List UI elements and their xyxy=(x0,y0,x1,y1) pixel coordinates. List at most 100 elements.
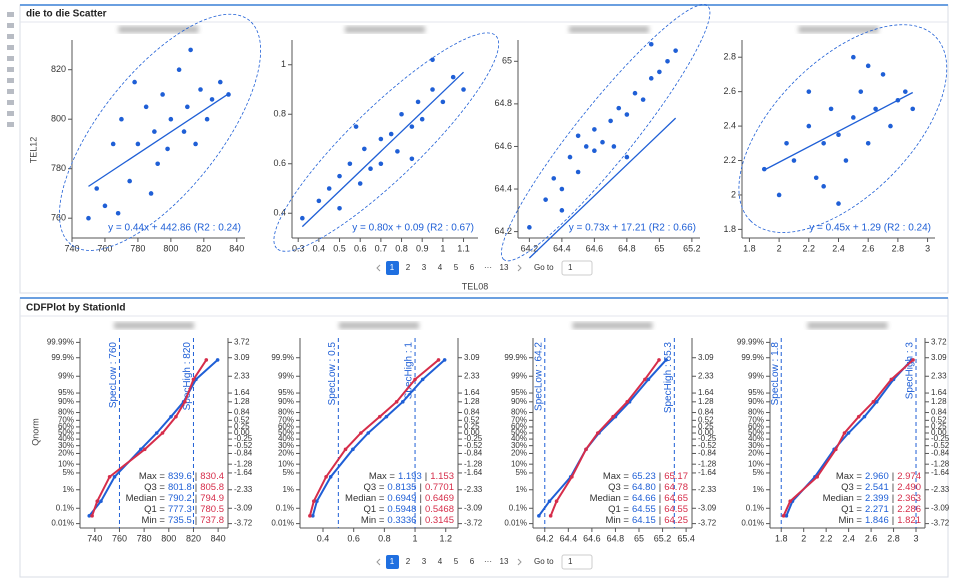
page-button[interactable]: ··· xyxy=(484,557,492,566)
icon[interactable] xyxy=(7,100,14,105)
point xyxy=(388,131,394,137)
x-tick-label: 1 xyxy=(413,533,418,543)
prev-button[interactable] xyxy=(376,558,381,566)
page-button[interactable]: ··· xyxy=(484,263,492,272)
stat-separator: | xyxy=(419,482,421,493)
subtitle-blurred xyxy=(345,26,425,33)
point xyxy=(851,54,856,60)
stat-row: Min = 1.846 | 1.821 xyxy=(838,515,921,526)
page-button[interactable]: 13 xyxy=(500,263,509,272)
icon[interactable] xyxy=(7,89,14,94)
cdf-point xyxy=(570,475,574,479)
page-active[interactable] xyxy=(386,555,399,569)
page-button[interactable]: 1 xyxy=(390,557,395,566)
cdf-point xyxy=(215,358,220,362)
cdf-point xyxy=(359,431,363,435)
page-button[interactable]: 13 xyxy=(500,557,509,566)
icon[interactable] xyxy=(7,78,14,83)
x-tick-label: 0.7 xyxy=(375,243,388,253)
point xyxy=(155,161,160,167)
cdf-point xyxy=(436,358,441,362)
next-button[interactable] xyxy=(517,558,522,566)
stat-value: 790.2 xyxy=(168,493,192,504)
cdf-point xyxy=(442,358,447,362)
icon[interactable] xyxy=(7,67,14,72)
y2-tick-label: -0.52 xyxy=(698,441,717,450)
icon[interactable] xyxy=(7,56,14,61)
y2-tick-label: 3.09 xyxy=(931,353,947,362)
point xyxy=(828,106,834,112)
page-button[interactable]: 4 xyxy=(438,557,443,566)
x-tick-label: 2.2 xyxy=(820,533,833,543)
y-tick-label: 99.9% xyxy=(271,353,294,362)
point xyxy=(198,87,203,92)
point xyxy=(624,112,630,117)
y2-tick-label: 1.64 xyxy=(234,388,250,397)
cdf-chart: 740 760 780 800 820 840 0.01% 0.1% 1% 5%10%20%30%… xyxy=(47,322,253,543)
y-tick-label: 0.8 xyxy=(273,109,286,119)
stat-value: 64.55 xyxy=(632,504,656,515)
goto-input[interactable] xyxy=(561,260,593,276)
y-tick-label: 760 xyxy=(51,213,66,223)
x-tick-label: 65 xyxy=(654,243,664,253)
point xyxy=(761,166,767,172)
stat-separator: | xyxy=(425,471,427,482)
y-tick-label: 50% xyxy=(58,428,74,437)
icon[interactable] xyxy=(7,23,14,28)
cdf-point xyxy=(815,475,819,479)
page-button[interactable]: 2 xyxy=(406,557,411,566)
icon[interactable] xyxy=(7,111,14,116)
cdf-point xyxy=(548,514,553,518)
page-button[interactable]: 1 xyxy=(390,263,395,272)
y2-tick-label: 0.25 xyxy=(931,422,947,431)
icon[interactable] xyxy=(7,45,14,50)
page-button[interactable]: 3 xyxy=(422,557,427,566)
icon[interactable] xyxy=(7,12,14,17)
stat-separator: | xyxy=(659,504,661,515)
page-button[interactable]: 6 xyxy=(470,557,475,566)
cdf-point xyxy=(107,475,112,479)
y-tick-label: 90% xyxy=(511,397,527,406)
goto-input[interactable] xyxy=(561,554,593,570)
goto-value[interactable]: 1 xyxy=(568,557,573,566)
stat-value: 2.363 xyxy=(897,493,921,504)
page-button[interactable]: 5 xyxy=(454,557,459,566)
next-button[interactable] xyxy=(517,264,522,272)
y-tick-label: 0.6 xyxy=(273,158,286,168)
point xyxy=(608,118,613,124)
page-active[interactable] xyxy=(386,261,399,275)
y2-tick-label: -1.28 xyxy=(234,459,253,468)
cdf-point xyxy=(394,400,399,404)
page-button[interactable]: 6 xyxy=(470,263,475,272)
page-button[interactable]: 2 xyxy=(406,263,411,272)
y-tick-label: 2.2 xyxy=(723,155,736,165)
goto-value[interactable]: 1 xyxy=(568,263,573,272)
x-tick-label: 2 xyxy=(777,243,782,253)
point xyxy=(337,206,342,211)
cdf-point xyxy=(554,499,559,504)
stat-value: 64.15 xyxy=(632,515,656,526)
icon[interactable] xyxy=(7,122,14,127)
page-button[interactable]: 4 xyxy=(438,263,443,272)
stat-row: Q1 = 64.55 | 64.55 xyxy=(608,504,688,515)
stat-label: Median = xyxy=(126,493,166,504)
icon[interactable] xyxy=(7,34,14,39)
prev-button[interactable] xyxy=(376,264,381,272)
y2-tick-label: -3.09 xyxy=(234,503,253,512)
y2-tick-label: 3.09 xyxy=(234,353,250,362)
point xyxy=(362,146,367,152)
y-tick-label: 60% xyxy=(278,422,294,431)
y-axis-label: Qnorm xyxy=(30,418,40,446)
point xyxy=(527,225,532,230)
point xyxy=(395,149,400,154)
page-button[interactable]: 3 xyxy=(422,263,427,272)
x-tick-label: 64.2 xyxy=(536,533,554,543)
cdf-point xyxy=(846,431,851,435)
page-button[interactable]: 5 xyxy=(454,263,459,272)
y2-tick-label: 0.00 xyxy=(698,428,714,437)
y2-tick-label: 1.64 xyxy=(931,388,947,397)
y-tick-label: 50% xyxy=(748,428,764,437)
x-tick-label: 64.2 xyxy=(521,243,539,253)
y2-tick-label: 3.09 xyxy=(698,353,714,362)
y-tick-label: 2.8 xyxy=(723,52,736,62)
